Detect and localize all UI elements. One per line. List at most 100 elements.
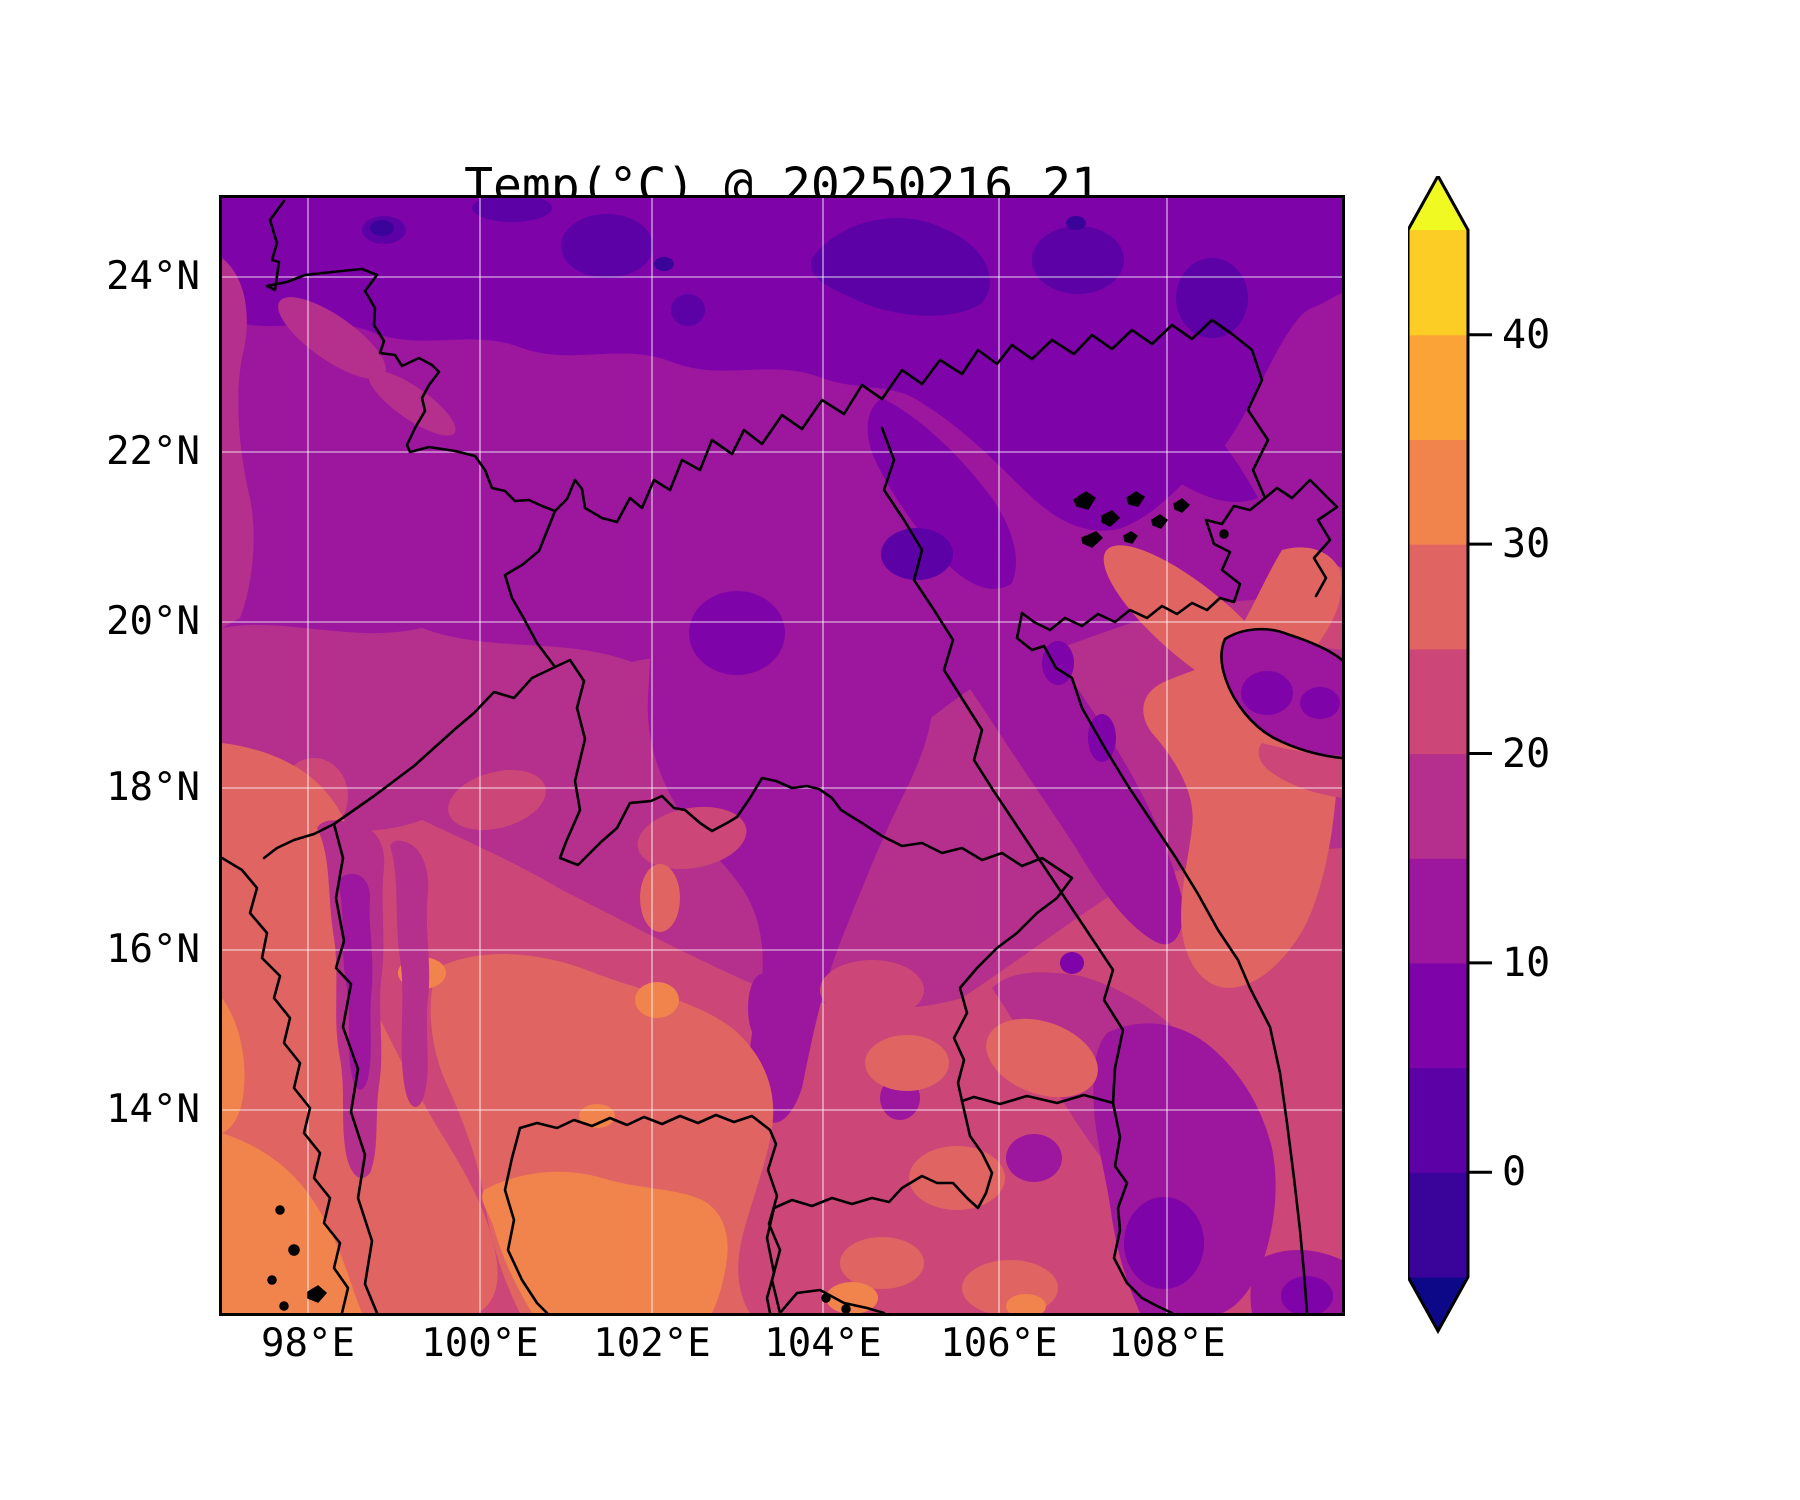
band-25-30-speck [640,864,680,932]
hainan-outline [1220,627,1342,760]
colorbar-tick-label: 0 [1502,1149,1527,1196]
coastline-tonkin-china [1312,505,1339,598]
coastline-vietnam [1015,496,1309,1313]
xtick-106e: 106°E [940,1321,1058,1366]
colorbar: 0 10 20 30 40 [1408,176,1608,1336]
band-25-30-pocket [840,1237,924,1289]
hainan-cold-core [1300,687,1340,719]
band-0-5-patch [671,294,705,326]
xtick-108e: 108°E [1108,1321,1226,1366]
colorbar-band [1408,648,1468,755]
border-laos-cambodia [960,1093,1115,1106]
colorbar-band [1408,439,1468,545]
border-thailand-myanmar-north [262,665,557,860]
xtick-100e: 100°E [421,1321,539,1366]
xtick-102e: 102°E [593,1321,711,1366]
ytick-16n: 16°N [106,927,200,972]
band-15-20-west-streak [222,258,254,628]
band-20-25-pocket [637,806,747,870]
colorbar-band [1408,334,1468,440]
ytick-24n: 24°N [106,254,200,299]
band-0-5-patch [881,528,953,580]
band-25-30-pocket [986,1018,1098,1098]
colorbar-svg [1408,176,1492,1335]
island-speck [1173,498,1191,513]
island-speck [267,1275,277,1285]
border-thailand-cambodia [772,1099,994,1210]
island-speck [1151,514,1169,529]
band-5-10-speck [1088,714,1116,762]
hainan-cold-core [1241,671,1293,715]
band-30-35-gulf [482,1171,728,1313]
band-5-10-south-core [1124,1197,1204,1289]
band-15-20-streak [278,297,386,379]
island-speck [288,1244,300,1256]
band-0-5-patch [472,198,552,222]
border-myanmar-laos-thailand [503,509,1074,1103]
band-20-25-pocket [820,960,924,1020]
band-5-10-speck [1281,1276,1333,1313]
band-10-15-laos-blob [647,568,934,1123]
band-10-15-speck [748,974,776,1042]
band-10-15-west-core [338,874,373,1090]
xtick-98e: 98°E [261,1321,355,1366]
island-speck [279,1301,289,1311]
ytick-22n: 22°N [106,429,200,474]
band-15-20-west-mountains-2 [390,840,430,1107]
colorbar-over-arrow [1408,176,1468,230]
band-30-35-coast-strip [222,998,245,1133]
band-5-10-speck [1042,641,1074,685]
ytick-20n: 20°N [106,599,200,644]
island-speck [1081,531,1104,548]
band-30-35-speck [635,982,679,1018]
island-speck [841,1304,851,1313]
border-vietnam-cambodia [1111,1101,1174,1313]
colorbar-tick-label: 10 [1502,939,1551,986]
band-10-15-speck [1006,1134,1062,1182]
island-speck [1126,491,1146,507]
band-25-30-pocket [909,1146,1005,1210]
border-china-north-chain [265,199,1339,524]
band-0-5-patch [1032,226,1124,294]
island-speck [275,1205,285,1215]
band-20-25-pocket [448,770,546,830]
gridlines [222,198,1342,1313]
colorbar-band [1408,1172,1468,1278]
temperature-contour-map [222,198,1342,1313]
band-0-5-patch [1176,258,1248,338]
colorbar-band [1408,753,1468,859]
colorbar-outline [1408,176,1470,1335]
band-5-10-laos-core [689,591,785,675]
country-borders [222,199,1342,1313]
colorbar-tick-label: 20 [1502,730,1551,777]
border-cambodia-west-coast [765,1206,776,1313]
colorbar-band [1408,962,1468,1069]
colorbar-band [1408,858,1468,964]
colorbar-tick-label: 30 [1502,521,1551,568]
coastline-gulf-of-thailand [503,1126,549,1313]
island-speck [821,1293,831,1303]
map-axes [219,195,1345,1316]
ytick-18n: 18°N [106,765,200,810]
band-0-5-patch [561,214,653,278]
xtick-104e: 104°E [764,1321,882,1366]
coastline-andaman [222,856,350,1313]
band-10-15-annamite [908,528,1184,945]
colorbar-band [1408,544,1468,650]
coastline-cambodia-se [778,1288,886,1313]
band-m5-0-speck [654,257,674,271]
band-5-10-speck [1060,952,1084,974]
island-speck [1123,531,1139,544]
band-m5-0-speck [1066,216,1086,230]
ytick-14n: 14°N [106,1087,200,1132]
band-5-10-center-lobe [867,398,1016,589]
island-speck [1101,510,1121,527]
border-laos-vietnam [880,426,1125,1105]
hainan-south-fringe [1258,743,1342,798]
colorbar-band [1408,230,1468,336]
band-0-5-patch [810,218,990,316]
band-5-10-ne-wedge [1051,318,1258,502]
colorbar-band [1408,1067,1468,1173]
island-speck [1073,491,1097,510]
